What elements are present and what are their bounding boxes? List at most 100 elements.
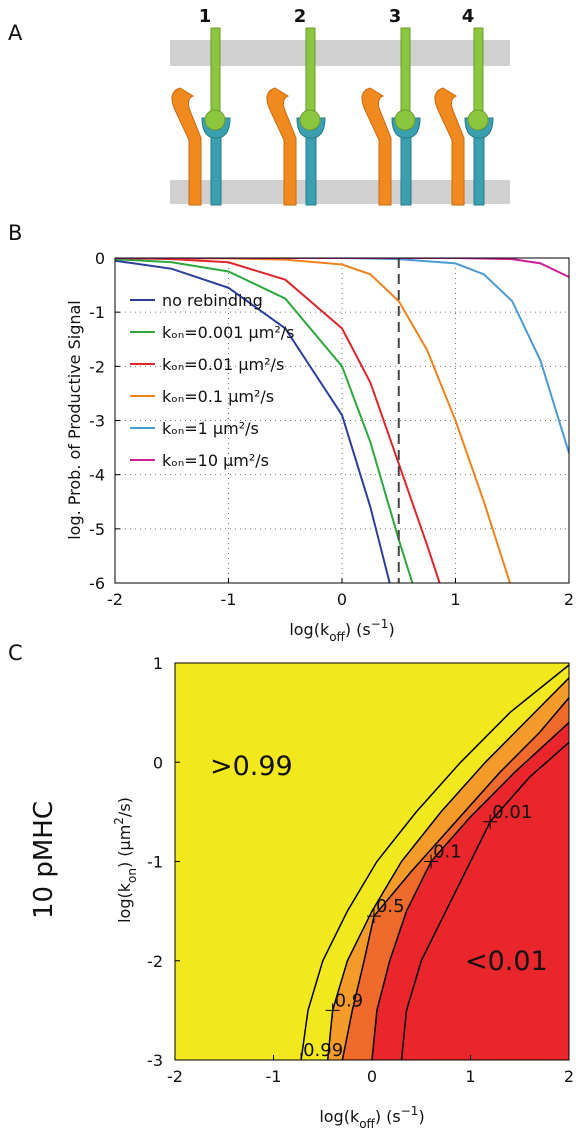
y-axis-label: log. Prob. of Productive Signal xyxy=(65,300,84,540)
region-label: >0.99 xyxy=(210,751,293,782)
contour-label: 0.9 xyxy=(335,990,364,1011)
contour-line xyxy=(341,697,569,1060)
contour-region xyxy=(401,742,569,1060)
contour-marker xyxy=(325,1003,340,1018)
label-part: ) xyxy=(418,1107,424,1126)
series-line xyxy=(115,259,391,583)
orange-protein xyxy=(434,87,465,206)
pmhc-stem xyxy=(400,27,411,117)
contour-marker xyxy=(424,854,439,869)
series-line xyxy=(115,258,569,278)
series-line xyxy=(115,258,441,583)
legend-label: no rebinding xyxy=(162,291,263,310)
panel-label: C xyxy=(8,641,23,665)
y-tick-label: 0 xyxy=(153,753,163,772)
contour-marker xyxy=(483,814,498,829)
x-axis-label: log(koff) (s−1) xyxy=(319,1104,424,1131)
contour-label: 0.1 xyxy=(433,842,462,863)
receptor-number: 3 xyxy=(389,6,402,27)
tcr-stem xyxy=(400,129,412,206)
pmhc-head xyxy=(394,109,416,131)
orange-protein xyxy=(361,87,392,206)
pmhc-head xyxy=(204,109,226,131)
panel-label: A xyxy=(8,21,23,45)
series-line xyxy=(115,258,414,583)
plot-area: 0.99 0.9 0.5 0.1 0.01 xyxy=(175,663,569,1061)
label-part: /s) xyxy=(115,797,134,817)
contour-line xyxy=(326,677,569,1060)
orange-protein xyxy=(171,87,202,206)
x-tick-label: 2 xyxy=(564,1067,574,1086)
x-tick-label: 0 xyxy=(367,1067,377,1086)
pmhc-stem xyxy=(305,27,316,117)
diagram xyxy=(170,27,510,206)
y-tick-label: -1 xyxy=(89,303,105,322)
series-line xyxy=(115,258,511,583)
y-tick-label: -3 xyxy=(147,1051,163,1070)
y-tick-label: -5 xyxy=(89,520,105,539)
receptor-number: 1 xyxy=(199,6,212,27)
legend-label: kₒₙ=0.1 μm²/s xyxy=(162,387,274,406)
pmhc-stem xyxy=(473,27,484,117)
receptor-number: 4 xyxy=(462,6,475,27)
legend-label: kₒₙ=10 μm²/s xyxy=(162,451,269,470)
y-tick-label: 1 xyxy=(153,654,163,673)
label-part: ) xyxy=(388,620,394,639)
label-part: on xyxy=(125,868,139,883)
y-tick-label: -1 xyxy=(147,853,163,872)
label-part: −1 xyxy=(401,1104,419,1118)
x-axis-label: log(koff) (s−1) xyxy=(289,617,394,644)
y-tick-label: -2 xyxy=(147,952,163,971)
x-tick-label: 2 xyxy=(564,590,574,609)
x-tick-label: -1 xyxy=(266,1067,282,1086)
region-label: <0.01 xyxy=(465,946,548,977)
label-part: ) (μm xyxy=(115,825,134,868)
label-part: log(k xyxy=(115,882,134,923)
membrane xyxy=(170,40,510,66)
label-part: 2 xyxy=(112,817,126,825)
axes-frame xyxy=(174,662,570,1061)
contour-line xyxy=(300,664,569,1060)
contour-line xyxy=(400,741,569,1060)
pmhc-head xyxy=(299,109,321,131)
y-tick-label: 0 xyxy=(95,249,105,268)
orange-protein xyxy=(266,87,297,206)
tcr-stem xyxy=(473,129,485,206)
tcr-stem xyxy=(210,129,222,206)
contour-label: 0.01 xyxy=(492,802,532,823)
label-part: off xyxy=(329,630,345,644)
legend-label: kₒₙ=1 μm²/s xyxy=(162,419,259,438)
contour-label: 0.5 xyxy=(376,896,405,917)
contour-label: 0.99 xyxy=(303,1040,343,1061)
x-tick-label: 1 xyxy=(465,1067,475,1086)
side-label: 10 pMHC xyxy=(29,801,59,919)
label-part: log(k xyxy=(289,620,330,639)
axes-frame xyxy=(114,257,570,584)
x-tick-label: -2 xyxy=(107,590,123,609)
label-part: −1 xyxy=(371,617,389,631)
panel-label: B xyxy=(8,221,22,245)
legend-label: kₒₙ=0.001 μm²/s xyxy=(162,323,294,342)
x-tick-label: 0 xyxy=(337,590,347,609)
pmhc-head xyxy=(467,109,489,131)
receptor-number: 2 xyxy=(294,6,307,27)
label-part: ) (s xyxy=(375,1107,401,1126)
label-part: log(k xyxy=(319,1107,360,1126)
tcr-stem xyxy=(305,129,317,206)
y-tick-label: -3 xyxy=(89,412,105,431)
x-tick-label: -1 xyxy=(221,590,237,609)
contour-line xyxy=(371,721,569,1060)
legend-label: kₒₙ=0.01 μm²/s xyxy=(162,355,284,374)
contour-marker xyxy=(294,1053,309,1060)
y-tick-label: -6 xyxy=(89,574,105,593)
y-axis-label: log(kon) (μm2/s) xyxy=(112,797,139,923)
x-tick-label: 1 xyxy=(450,590,460,609)
pmhc-stem xyxy=(210,27,221,117)
y-tick-label: -2 xyxy=(89,357,105,376)
label-part: ) (s xyxy=(345,620,371,639)
contour-marker xyxy=(366,909,381,924)
y-tick-label: -4 xyxy=(89,466,105,485)
x-tick-label: -2 xyxy=(167,1067,183,1086)
label-part: off xyxy=(359,1117,375,1131)
